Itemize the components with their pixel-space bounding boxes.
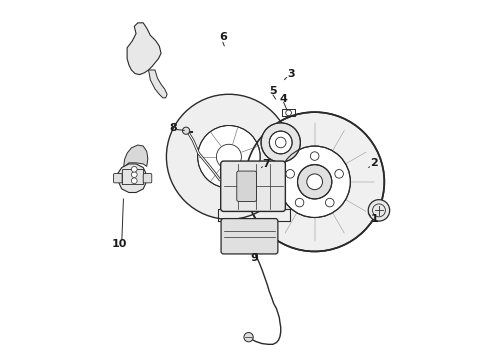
Circle shape (325, 198, 334, 207)
Circle shape (286, 170, 294, 178)
Circle shape (167, 94, 292, 219)
FancyBboxPatch shape (221, 219, 278, 254)
Circle shape (270, 131, 292, 154)
Circle shape (245, 112, 384, 251)
Text: 4: 4 (280, 94, 288, 104)
Text: 5: 5 (269, 86, 277, 96)
Polygon shape (123, 145, 148, 167)
Circle shape (197, 126, 260, 188)
Text: 3: 3 (287, 68, 294, 78)
Circle shape (307, 174, 322, 190)
Text: 7: 7 (262, 159, 270, 169)
Circle shape (244, 333, 253, 342)
Circle shape (295, 198, 304, 207)
FancyBboxPatch shape (143, 174, 152, 183)
Circle shape (279, 146, 350, 217)
Text: 8: 8 (169, 123, 177, 133)
Text: 9: 9 (250, 252, 258, 262)
Circle shape (131, 172, 137, 177)
FancyBboxPatch shape (220, 161, 285, 211)
Polygon shape (148, 70, 167, 98)
Polygon shape (127, 23, 161, 75)
Circle shape (261, 123, 300, 162)
Circle shape (131, 166, 137, 172)
FancyBboxPatch shape (114, 174, 122, 183)
Circle shape (131, 178, 137, 184)
Circle shape (297, 165, 332, 199)
Circle shape (310, 152, 319, 160)
FancyBboxPatch shape (237, 171, 256, 202)
Text: 2: 2 (370, 158, 378, 168)
Circle shape (368, 200, 390, 221)
Text: 1: 1 (370, 214, 378, 224)
Text: 6: 6 (219, 32, 227, 42)
Text: 10: 10 (112, 239, 127, 249)
Polygon shape (118, 164, 146, 193)
Circle shape (335, 170, 343, 178)
Circle shape (182, 127, 190, 134)
